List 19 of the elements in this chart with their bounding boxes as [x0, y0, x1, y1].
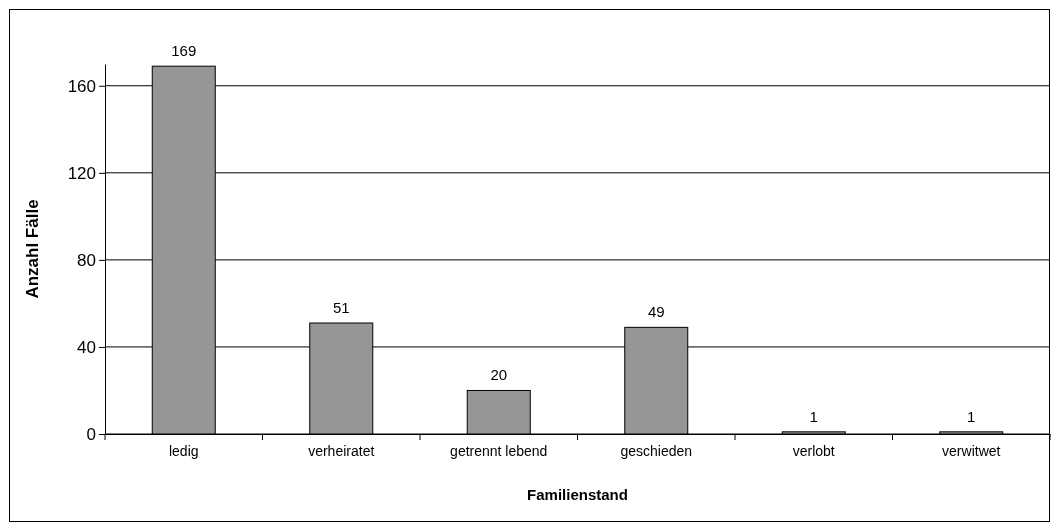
x-tick-label: geschieden	[620, 442, 693, 459]
data-label: 1	[967, 407, 976, 425]
data-label: 1	[809, 407, 818, 425]
data-label: 20	[490, 366, 508, 384]
y-tick-label: 160	[67, 76, 96, 96]
y-axis-title: Anzahl Fälle	[23, 199, 42, 299]
x-tick-label: verlobt	[792, 442, 835, 459]
x-tick-label: ledig	[168, 442, 199, 459]
y-tick-label: 120	[67, 163, 96, 183]
data-label: 169	[171, 42, 197, 60]
y-tick-label: 80	[77, 250, 96, 270]
x-tick-label: getrennt lebend	[450, 442, 548, 459]
y-tick-label: 40	[77, 337, 96, 357]
x-tick-label: verwitwet	[942, 442, 1001, 459]
data-label: 49	[647, 303, 665, 321]
x-axis-title: Familienstand	[527, 486, 628, 503]
data-label: 51	[332, 299, 350, 316]
x-tick-label: verheiratet	[308, 442, 375, 459]
y-tick-label: 0	[86, 424, 96, 444]
